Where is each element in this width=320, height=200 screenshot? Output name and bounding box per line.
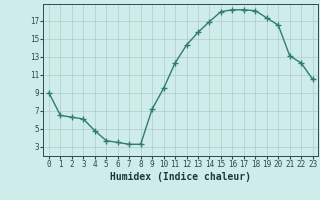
X-axis label: Humidex (Indice chaleur): Humidex (Indice chaleur) <box>110 172 251 182</box>
